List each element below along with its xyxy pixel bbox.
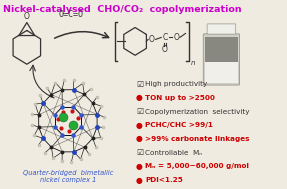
Text: ●: ● [136, 134, 143, 143]
Text: Mₙ = 5,000~60,000 g/mol: Mₙ = 5,000~60,000 g/mol [145, 163, 249, 169]
Text: C: C [162, 33, 168, 42]
Text: ●: ● [136, 162, 143, 171]
FancyBboxPatch shape [203, 34, 240, 85]
Text: nickel complex 1: nickel complex 1 [40, 177, 96, 183]
Text: O: O [24, 12, 30, 21]
Text: Quarter-bridged  bimetallic: Quarter-bridged bimetallic [23, 170, 113, 176]
Text: ☑: ☑ [136, 107, 143, 116]
Text: Copolymerization  selectivity: Copolymerization selectivity [145, 108, 250, 115]
Text: ☑: ☑ [136, 80, 143, 89]
Text: O: O [149, 35, 155, 44]
Text: ☑: ☑ [136, 148, 143, 157]
Text: Nickel-catalysed  CHO/CO₂  copolymerization: Nickel-catalysed CHO/CO₂ copolymerizatio… [3, 5, 241, 14]
Text: O: O [173, 33, 179, 42]
Text: ●: ● [136, 176, 143, 184]
Text: ●: ● [136, 121, 143, 130]
Text: n: n [191, 60, 195, 66]
Text: >99% carbonate linkages: >99% carbonate linkages [145, 136, 250, 142]
Text: High productivity: High productivity [145, 81, 208, 87]
Text: O: O [162, 45, 168, 54]
Text: Controllable  Mₙ: Controllable Mₙ [145, 150, 202, 156]
Bar [205, 62, 238, 83]
Bar [205, 37, 238, 62]
Text: O=C=O: O=C=O [58, 10, 83, 19]
Text: TON up to >2500: TON up to >2500 [145, 95, 215, 101]
Text: PDI<1.25: PDI<1.25 [145, 177, 183, 183]
Text: PCHC/CHC >99/1: PCHC/CHC >99/1 [145, 122, 213, 128]
Text: ●: ● [136, 93, 143, 102]
FancyBboxPatch shape [207, 24, 236, 34]
